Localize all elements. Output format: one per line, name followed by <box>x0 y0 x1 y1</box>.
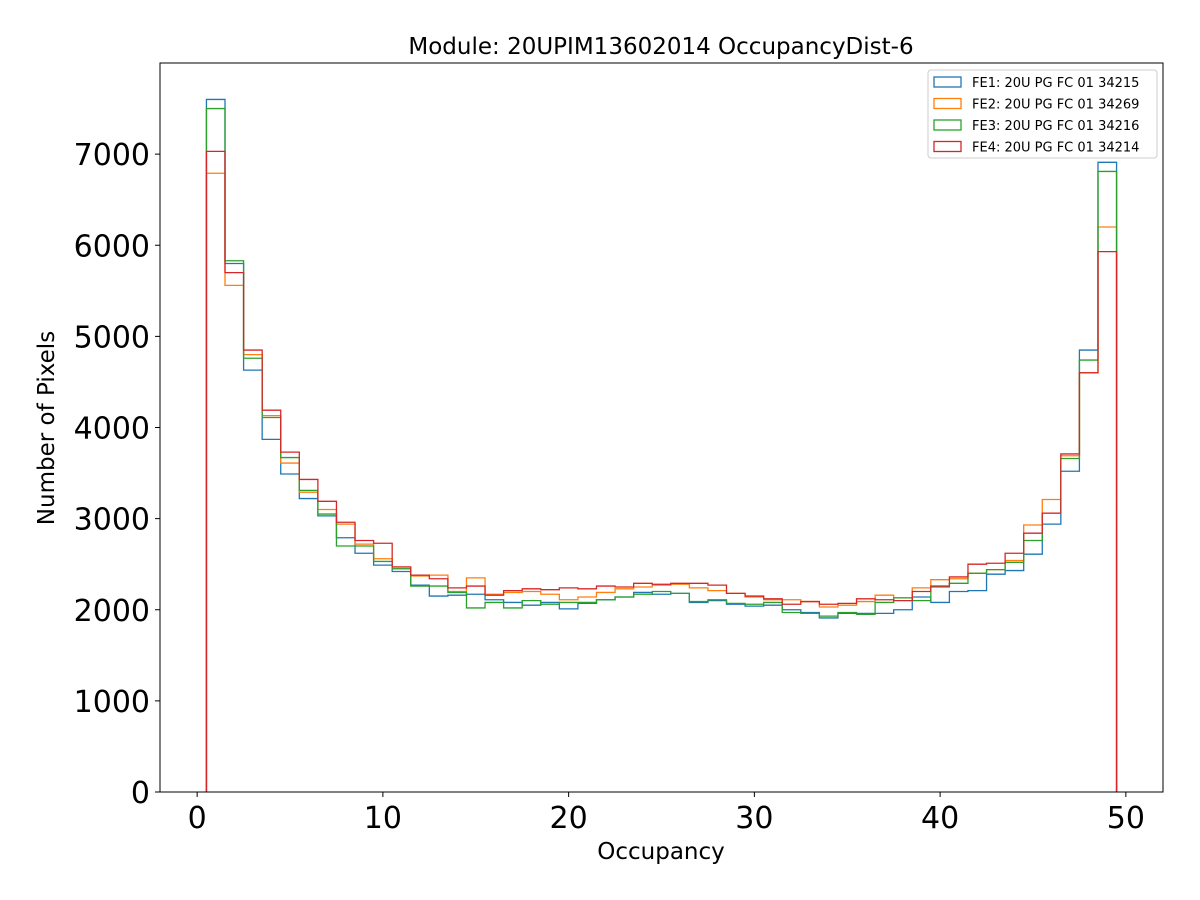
y-tick-label: 4000 <box>74 412 150 447</box>
y-tick-label: 3000 <box>74 503 150 538</box>
y-tick-label: 0 <box>131 776 150 811</box>
chart-title: Module: 20UPIM13602014 OccupancyDist-6 <box>408 34 913 60</box>
x-tick-label: 50 <box>1107 801 1145 836</box>
x-tick-label: 0 <box>188 801 207 836</box>
legend-entry-label: FE3: 20U PG FC 01 34216 <box>972 119 1139 134</box>
x-tick-label: 10 <box>364 801 402 836</box>
series-layer <box>205 98 1118 792</box>
legend-swatch <box>933 140 962 153</box>
legend-entry-label: FE4: 20U PG FC 01 34214 <box>972 141 1139 156</box>
y-tick-label: 2000 <box>74 594 150 629</box>
x-tick-label: 30 <box>735 801 773 836</box>
legend-entry-label: FE2: 20U PG FC 01 34269 <box>972 98 1139 113</box>
legend: FE1: 20U PG FC 01 34215 FE2: 20U PG FC 01… <box>927 69 1158 159</box>
legend-swatch <box>933 76 962 88</box>
y-axis-ticks: 0 1000 2000 3000 4000 5000 6000 7000 <box>74 138 160 811</box>
x-axis-ticks: 0 10 20 30 40 50 <box>188 792 1145 836</box>
y-tick-label: 6000 <box>74 229 150 264</box>
x-tick-label: 20 <box>550 801 588 836</box>
y-tick-label: 1000 <box>74 685 150 720</box>
legend-swatch <box>933 119 962 131</box>
y-tick-label: 7000 <box>74 138 150 173</box>
legend-entry-label: FE1: 20U PG FC 01 34215 <box>972 76 1139 91</box>
x-tick-label: 40 <box>921 801 959 836</box>
series-4-step-line <box>205 150 1118 792</box>
x-axis-label: Occupancy <box>597 839 725 865</box>
legend-box <box>927 69 1158 159</box>
legend-swatch <box>933 97 962 110</box>
y-axis-label: Number of Pixels <box>34 331 60 525</box>
y-tick-label: 5000 <box>74 320 150 355</box>
